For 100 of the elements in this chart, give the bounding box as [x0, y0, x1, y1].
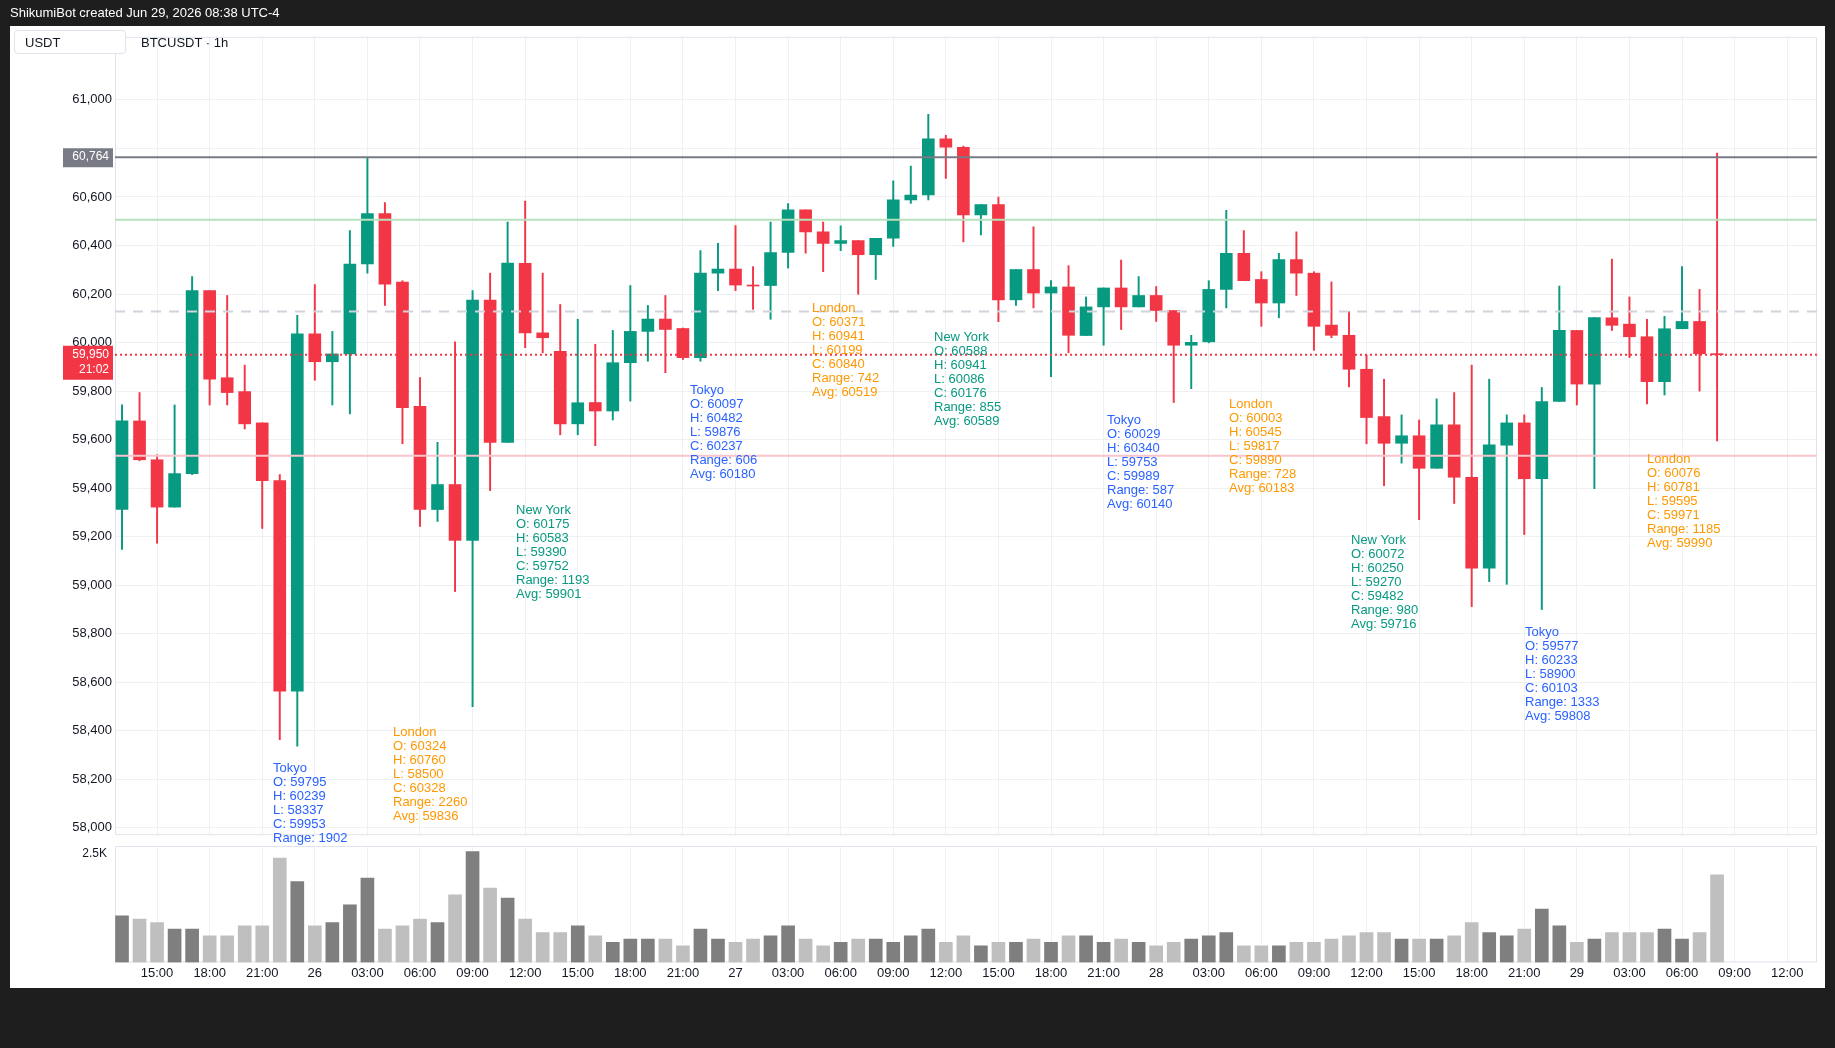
- bar: [1307, 942, 1321, 963]
- bar: [1394, 938, 1409, 963]
- bar: [1622, 932, 1637, 963]
- bar: [483, 887, 497, 963]
- bar: [1692, 932, 1707, 963]
- bar: [588, 935, 603, 963]
- ref-line-label: 60,764: [72, 149, 110, 164]
- bar: [833, 942, 848, 963]
- bar: [1657, 928, 1672, 963]
- x-tick-label: 06:00: [824, 964, 857, 980]
- bar: [1324, 938, 1339, 963]
- x-tick-label: 15:00: [1402, 964, 1436, 980]
- bar: [1149, 945, 1164, 963]
- bar: [1710, 874, 1724, 963]
- bar: [1447, 935, 1461, 963]
- x-tick-label: 18:00: [193, 964, 226, 980]
- bar: [1499, 935, 1514, 963]
- x-tick-label: 21:00: [1087, 964, 1120, 980]
- bar: [255, 925, 270, 963]
- bar: [395, 925, 410, 963]
- y-tick-label: 59,000: [72, 576, 112, 592]
- bar: [1061, 935, 1076, 963]
- bar: [1026, 938, 1041, 963]
- bar: [553, 932, 568, 963]
- annotation: New York O: 60072 H: 60250 L: 59270 C: 59482 Range: 980 Avg: 59716: [1351, 532, 1419, 632]
- bar: [851, 938, 866, 963]
- bar: [1342, 935, 1356, 963]
- bar: [676, 945, 690, 963]
- bar: [641, 938, 655, 963]
- x-tick-label: 18:00: [614, 964, 647, 980]
- bar: [150, 922, 164, 963]
- x-tick-label: 03:00: [1192, 964, 1226, 980]
- x-tick-label: 06:00: [1665, 964, 1699, 980]
- bar: [430, 922, 445, 963]
- annotation: Tokyo O: 60097 H: 60482 L: 59876 C: 60237 Range: 606 Avg: 60180: [690, 382, 758, 482]
- y-tick-label: 58,600: [72, 673, 112, 689]
- x-tick-label: 21:00: [245, 964, 279, 980]
- chart-title: BTCUSDT · 1h: [141, 35, 229, 50]
- x-tick-label: 03:00: [771, 964, 805, 980]
- x-tick-label: 28: [1148, 964, 1164, 980]
- bar: [518, 918, 532, 963]
- bar: [1236, 945, 1251, 963]
- x-tick-label: 09:00: [456, 964, 489, 980]
- bar: [623, 938, 638, 963]
- bar: [1640, 932, 1654, 963]
- bar: [132, 918, 147, 963]
- bar: [1377, 932, 1391, 963]
- y-tick-label: 59,200: [72, 528, 112, 544]
- bar: [1009, 942, 1023, 963]
- bar: [1114, 938, 1128, 963]
- y-tick-label: 58,800: [72, 625, 112, 641]
- y-tick-label: 58,400: [72, 722, 112, 738]
- bar: [290, 881, 305, 963]
- bar: [413, 918, 427, 963]
- bar: [237, 925, 252, 963]
- y-tick-label: 58,200: [72, 770, 112, 786]
- bar: [1412, 938, 1426, 963]
- bar: [500, 897, 515, 963]
- bar: [307, 925, 322, 963]
- x-tick-label: 15:00: [982, 964, 1015, 980]
- x-tick-label: 18:00: [1034, 964, 1068, 980]
- bar: [115, 915, 129, 963]
- bar: [167, 928, 182, 963]
- x-tick-label: 09:00: [876, 964, 910, 980]
- x-tick-label: 09:00: [1297, 964, 1331, 980]
- annotation: London O: 60003 H: 60545 L: 59817 C: 59890 Range: 728 Avg: 60183: [1229, 396, 1297, 496]
- x-tick-label: 27: [728, 964, 743, 980]
- bar: [693, 928, 708, 963]
- bar: [465, 851, 480, 963]
- y-tick-label: 60,200: [72, 285, 112, 301]
- bar: [1289, 942, 1304, 963]
- x-tick-label: 15:00: [561, 964, 595, 980]
- y-tick-label: 58,000: [72, 819, 112, 835]
- bar: [798, 938, 813, 963]
- bar: [1184, 938, 1199, 963]
- bar: [868, 938, 883, 963]
- bar: [658, 938, 673, 963]
- bar: [378, 928, 392, 963]
- bar: [1254, 945, 1269, 963]
- x-tick-label: 12:00: [929, 964, 963, 980]
- text: ShikumiBot created Jun 29, 2026 08:38 UTC-4: [10, 5, 280, 20]
- bar: [448, 894, 462, 963]
- x-tick-label: 03:00: [351, 964, 384, 980]
- bar: [1464, 922, 1479, 963]
- annotation: London O: 60076 H: 60781 L: 59595 C: 59971 Range: 1185 Avg: 59990: [1647, 451, 1721, 551]
- bar: [956, 935, 971, 963]
- bar: [1482, 932, 1497, 963]
- y-tick-label: 60,400: [72, 237, 112, 253]
- x-tick-label: 15:00: [140, 964, 174, 980]
- bar: [1359, 932, 1374, 963]
- annotation: London O: 60324 H: 60760 L: 58500 C: 60328 Range: 2260 Avg: 59836: [393, 724, 468, 824]
- x-tick-label: 21:00: [666, 964, 700, 980]
- bar: [325, 922, 340, 963]
- annotation: Tokyo O: 59577 H: 60233 L: 58900 C: 60103 Range: 1333 Avg: 59808: [1525, 624, 1600, 724]
- y-tick-label: 60,600: [72, 188, 112, 204]
- bar: [1219, 932, 1234, 963]
- bar: [1079, 935, 1093, 963]
- x-tick-label: 12:00: [1770, 964, 1804, 980]
- bar: [746, 938, 760, 963]
- x-tick-label: 06:00: [403, 964, 437, 980]
